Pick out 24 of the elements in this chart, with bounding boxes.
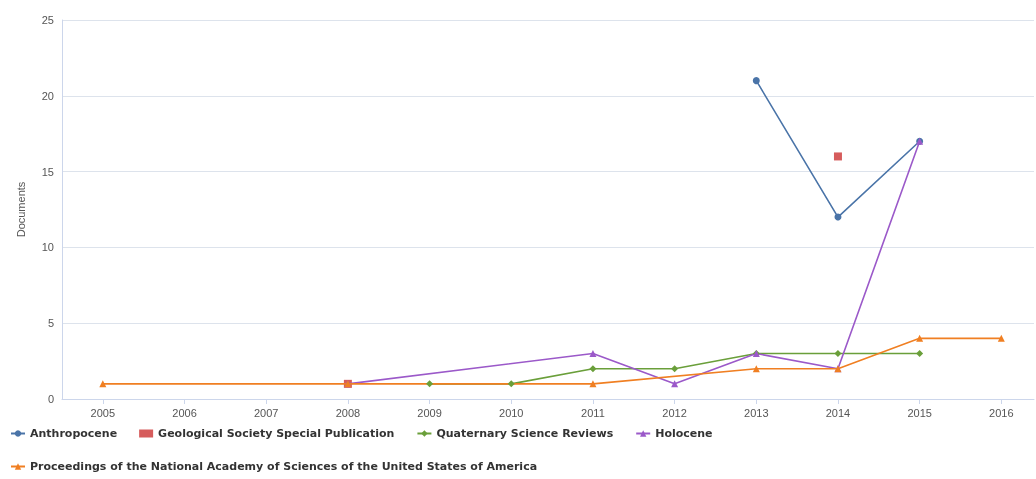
- y-tick-label: 5: [47, 317, 54, 330]
- x-tick-label: 2015: [907, 406, 932, 419]
- y-tick-label: 10: [41, 241, 54, 254]
- x-tick-label: 2009: [417, 406, 442, 419]
- x-tick-label: 2014: [825, 406, 851, 419]
- x-tick-label: 2010: [499, 406, 524, 419]
- legend-label: Proceedings of the National Academy of Sciences of the United States of America: [30, 460, 538, 473]
- legend-label: Holocene: [655, 427, 713, 440]
- x-tick-label: 2008: [335, 406, 361, 419]
- x-tick-label: 2012: [662, 406, 687, 419]
- x-tick-label: 2005: [90, 406, 116, 419]
- y-axis-title: Documents: [14, 181, 27, 238]
- y-tick-label: 15: [41, 165, 54, 178]
- y-tick-label: 20: [41, 89, 54, 102]
- legend-label: Geological Society Special Publication: [158, 427, 395, 440]
- y-tick-label: 0: [47, 393, 54, 405]
- x-tick-label: 2007: [253, 406, 279, 419]
- y-tick-label: 25: [41, 14, 54, 26]
- x-tick-label: 2006: [172, 406, 197, 419]
- x-tick-label: 2011: [581, 406, 605, 419]
- x-tick-label: 2016: [989, 406, 1014, 419]
- legend-label: Anthropocene: [30, 427, 118, 440]
- x-tick-label: 2013: [744, 406, 769, 419]
- legend-label: Quaternary Science Reviews: [436, 427, 614, 440]
